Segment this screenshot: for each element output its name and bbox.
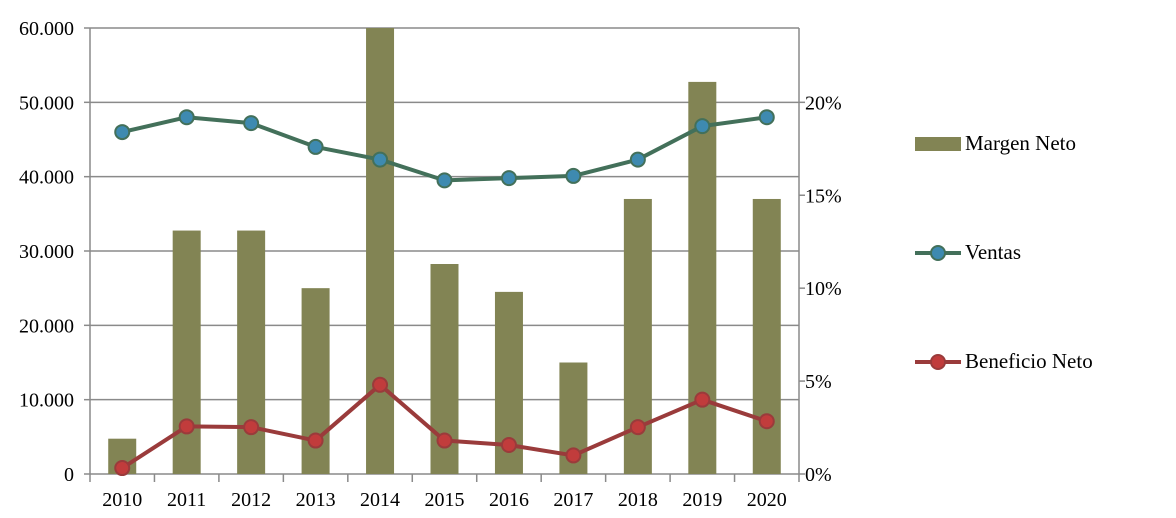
x-axis-tick-label: 2012 <box>231 489 271 511</box>
x-axis-tick-label: 2020 <box>747 489 787 511</box>
left-axis-tick-label: 20.000 <box>19 315 74 337</box>
right-axis-tick-label: 15% <box>805 185 842 207</box>
right-axis-tick-label: 10% <box>805 278 842 300</box>
x-axis-tick-label: 2017 <box>553 489 593 511</box>
point-beneficio-neto <box>307 432 324 449</box>
point-beneficio-neto <box>500 437 517 454</box>
left-axis-tick-label: 60.000 <box>19 18 74 40</box>
point-beneficio-neto <box>372 376 389 393</box>
legend-swatch-margen-neto <box>915 136 961 151</box>
point-ventas <box>758 109 775 126</box>
left-axis-tick-label: 50.000 <box>19 92 74 114</box>
point-ventas <box>694 118 711 135</box>
point-beneficio-neto <box>694 391 711 408</box>
point-ventas <box>565 167 582 184</box>
legend-marker-ventas <box>930 244 946 261</box>
bar-margen-neto <box>172 230 201 474</box>
point-ventas <box>436 172 453 189</box>
bar-margen-neto <box>366 28 395 474</box>
legend-marker-beneficio-neto <box>930 353 946 370</box>
x-axis-tick-label: 2018 <box>618 489 658 511</box>
x-axis-tick-label: 2014 <box>360 489 400 511</box>
right-axis-tick-label: 20% <box>805 92 842 114</box>
point-ventas <box>114 124 131 141</box>
x-axis-tick-label: 2011 <box>167 489 206 511</box>
x-axis-tick-label: 2019 <box>682 489 722 511</box>
point-beneficio-neto <box>436 432 453 449</box>
bar-margen-neto <box>688 81 717 475</box>
point-ventas <box>372 151 389 168</box>
left-axis-tick-label: 40.000 <box>19 167 74 189</box>
legend-swatch-ventas <box>915 244 961 261</box>
point-ventas <box>178 109 195 126</box>
right-axis-tick-label: 0% <box>805 464 832 486</box>
point-ventas <box>243 115 260 132</box>
bar-margen-neto <box>237 230 266 474</box>
legend-label-beneficio-neto: Beneficio Neto <box>965 349 1093 373</box>
line-ventas <box>121 115 768 183</box>
point-ventas <box>629 151 646 168</box>
x-axis-tick-label: 2013 <box>296 489 336 511</box>
point-beneficio-neto <box>178 418 195 435</box>
legend-item-beneficio-neto: Beneficio Neto <box>915 349 1093 374</box>
left-axis-tick-label: 30.000 <box>19 241 74 263</box>
point-ventas <box>500 170 517 187</box>
point-beneficio-neto <box>565 447 582 464</box>
legend-label-ventas: Ventas <box>965 240 1021 264</box>
right-axis-tick-label: 5% <box>805 371 832 393</box>
x-axis-tick-label: 2016 <box>489 489 529 511</box>
bar-margen-neto <box>752 198 781 474</box>
x-axis-tick-label: 2015 <box>425 489 465 511</box>
point-beneficio-neto <box>629 419 646 436</box>
point-beneficio-neto <box>243 419 260 436</box>
x-axis-tick-label: 2010 <box>102 489 142 511</box>
point-ventas <box>307 138 324 155</box>
legend: Margen Neto Ventas Beneficio Neto <box>915 0 1165 518</box>
point-beneficio-neto <box>114 460 131 477</box>
left-axis-tick-label: 0 <box>64 464 74 486</box>
legend-item-ventas: Ventas <box>915 240 1021 265</box>
legend-swatch-beneficio-neto <box>915 353 961 370</box>
legend-label-margen-neto: Margen Neto <box>965 131 1076 155</box>
left-axis-tick-label: 10.000 <box>19 390 74 412</box>
point-beneficio-neto <box>758 413 775 430</box>
legend-item-margen-neto: Margen Neto <box>915 131 1076 156</box>
